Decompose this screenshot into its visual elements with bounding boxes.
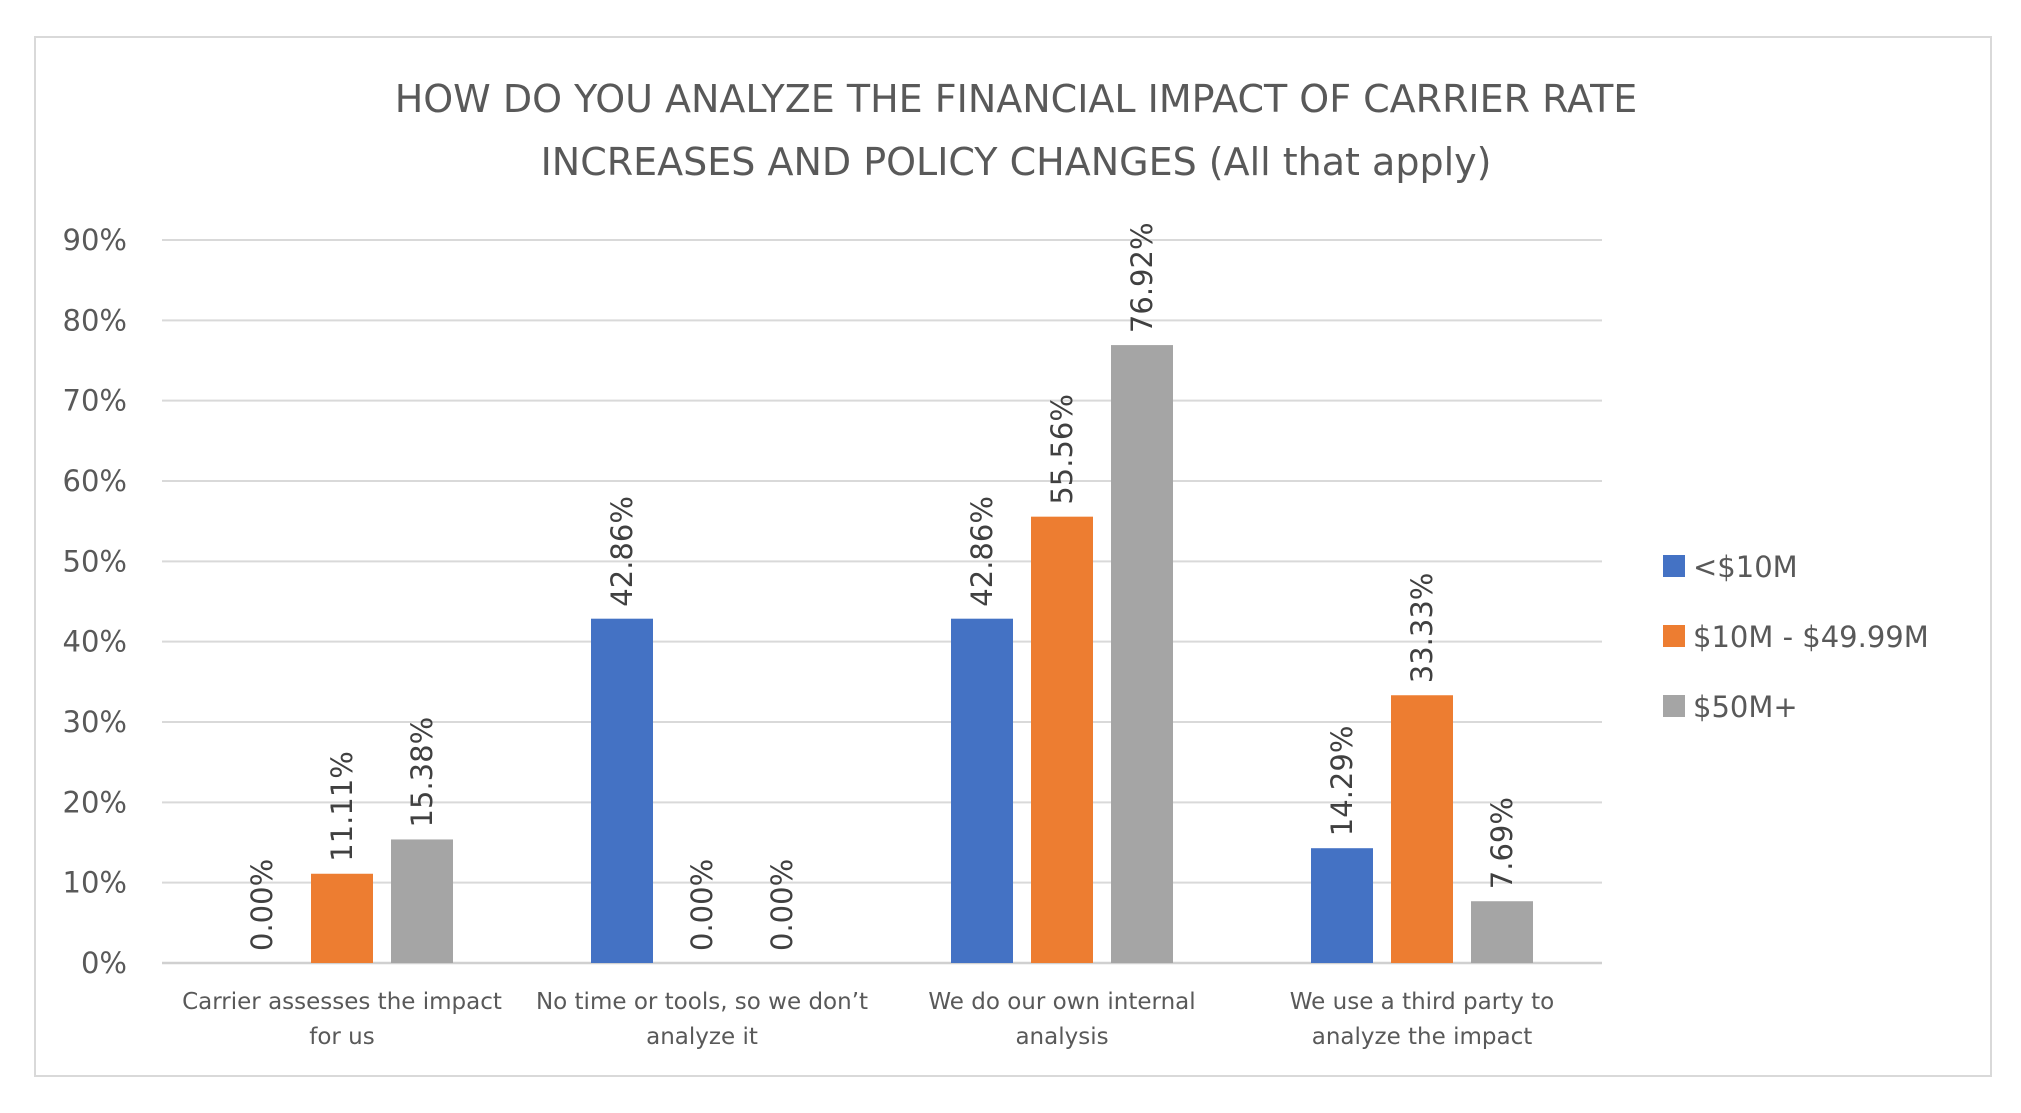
chart-title-line-1: HOW DO YOU ANALYZE THE FINANCIAL IMPACT … xyxy=(395,77,1638,121)
bar-series-0-cat-2 xyxy=(951,618,1013,963)
bar-series-2-cat-2 xyxy=(1111,345,1173,963)
x-category-label: We use a third party to xyxy=(1290,989,1554,1015)
data-label-series-0-cat-1: 42.86% xyxy=(605,496,639,607)
legend-label-0: <$10M xyxy=(1693,550,1798,584)
legend-swatch-0 xyxy=(1663,555,1685,577)
y-tick-label: 30% xyxy=(63,705,127,739)
data-label-series-2-cat-2: 76.92% xyxy=(1125,222,1159,333)
gridlines xyxy=(162,239,1602,965)
y-tick-label: 70% xyxy=(63,384,127,418)
legend-label-1: $10M - $49.99M xyxy=(1693,620,1929,654)
data-label-series-1-cat-2: 55.56% xyxy=(1045,394,1079,505)
y-tick-label: 20% xyxy=(63,785,127,819)
y-tick-label: 90% xyxy=(63,223,127,257)
data-label-series-0-cat-3: 14.29% xyxy=(1325,726,1359,837)
y-axis: 0% 10% 20% 30% 40% 50% 60% 70% 80% 90% xyxy=(63,223,127,980)
legend-label-2: $50M+ xyxy=(1693,690,1798,724)
bars xyxy=(311,345,1533,963)
chart-title: HOW DO YOU ANALYZE THE FINANCIAL IMPACT … xyxy=(395,77,1638,184)
bar-series-0-cat-3 xyxy=(1311,848,1373,963)
data-label-series-2-cat-0: 15.38% xyxy=(405,717,439,828)
y-tick-label: 60% xyxy=(63,464,127,498)
bar-series-1-cat-0 xyxy=(311,873,373,963)
x-category-label: No time or tools, so we don’t xyxy=(536,989,868,1015)
x-category-label: for us xyxy=(309,1024,375,1050)
y-tick-label: 80% xyxy=(63,303,127,337)
x-category-label: analysis xyxy=(1015,1024,1108,1050)
data-label-series-0-cat-2: 42.86% xyxy=(965,496,999,607)
y-tick-label: 50% xyxy=(63,544,127,578)
bar-series-1-cat-3 xyxy=(1391,695,1453,963)
x-category-label: analyze it xyxy=(646,1024,758,1050)
y-tick-label: 40% xyxy=(63,625,127,659)
data-label-series-0-cat-0: 0.00% xyxy=(245,859,279,951)
bar-series-1-cat-2 xyxy=(1031,516,1093,963)
legend-swatch-1 xyxy=(1663,625,1685,647)
data-label-series-1-cat-0: 11.11% xyxy=(325,751,359,862)
bar-series-0-cat-1 xyxy=(591,618,653,963)
x-category-label: Carrier assesses the impact xyxy=(182,989,502,1015)
y-tick-label: 10% xyxy=(63,866,127,900)
legend: <$10M $10M - $49.99M $50M+ xyxy=(1663,550,1929,724)
data-label-series-1-cat-1: 0.00% xyxy=(685,859,719,951)
data-label-series-2-cat-3: 7.69% xyxy=(1485,797,1519,889)
bar-series-2-cat-0 xyxy=(391,839,453,963)
data-labels: 0.00% 11.11% 15.38% 42.86% 0.00% 0.00% 42.86% 5… xyxy=(245,222,1519,951)
bar-series-2-cat-3 xyxy=(1471,901,1533,963)
x-category-label: analyze the impact xyxy=(1312,1024,1533,1050)
x-axis: Carrier assesses the impact for us No time… xyxy=(182,989,1554,1050)
x-category-label: We do our own internal xyxy=(928,989,1195,1015)
legend-swatch-2 xyxy=(1663,695,1685,717)
chart-title-line-2: INCREASES AND POLICY CHANGES (All that a… xyxy=(541,140,1492,184)
data-label-series-1-cat-3: 33.33% xyxy=(1405,573,1439,684)
data-label-series-2-cat-1: 0.00% xyxy=(765,859,799,951)
y-tick-label: 0% xyxy=(81,946,127,980)
